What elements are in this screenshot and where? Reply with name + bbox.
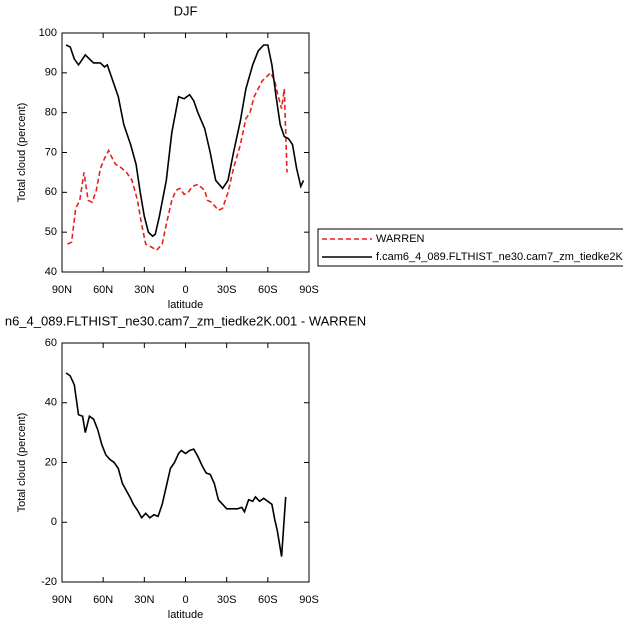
data-line (65, 372, 287, 557)
x-tick-label: 60S (258, 284, 278, 296)
legend-label: f.cam6_4_089.FLTHIST_ne30.cam7_zm_tiedke… (376, 251, 623, 263)
x-tick-label: 60N (93, 594, 113, 606)
y-tick-label: 70 (45, 146, 57, 158)
data-line (65, 44, 305, 238)
y-tick-label: 40 (45, 266, 57, 278)
y-tick-label: 60 (45, 337, 57, 349)
x-axis-label: latitude (168, 299, 203, 311)
y-tick-label: 40 (45, 397, 57, 409)
legend-box (317, 228, 623, 267)
legend-label: WARREN (376, 233, 425, 245)
y-tick-label: 0 (51, 516, 57, 528)
y-tick-label: 20 (45, 456, 57, 468)
x-tick-label: 90S (299, 594, 319, 606)
x-tick-label: 30S (217, 284, 237, 296)
x-tick-label: 30N (134, 594, 154, 606)
data-line (67, 71, 288, 252)
y-tick-label: 50 (45, 226, 57, 238)
x-tick-label: 30N (134, 284, 154, 296)
x-tick-label: 0 (182, 284, 188, 296)
x-tick-label: 0 (182, 594, 188, 606)
y-tick-label: 90 (45, 67, 57, 79)
y-tick-label: -20 (41, 576, 57, 588)
x-tick-label: 90N (52, 284, 72, 296)
y-axis-label: Total cloud (percent) (16, 413, 28, 513)
x-tick-label: 90S (299, 284, 319, 296)
x-tick-label: 60N (93, 284, 113, 296)
chart-title: n6_4_089.FLTHIST_ne30.cam7_zm_tiedke2K.0… (5, 313, 366, 328)
y-axis-label: Total cloud (percent) (16, 103, 28, 203)
plot-frame (61, 342, 310, 583)
y-tick-label: 100 (39, 27, 57, 39)
y-tick-label: 80 (45, 107, 57, 119)
x-axis-label: latitude (168, 609, 203, 621)
x-tick-label: 30S (217, 594, 237, 606)
x-tick-label: 60S (258, 594, 278, 606)
y-tick-label: 60 (45, 186, 57, 198)
chart-title: DJF (174, 3, 198, 18)
x-tick-label: 90N (52, 594, 72, 606)
